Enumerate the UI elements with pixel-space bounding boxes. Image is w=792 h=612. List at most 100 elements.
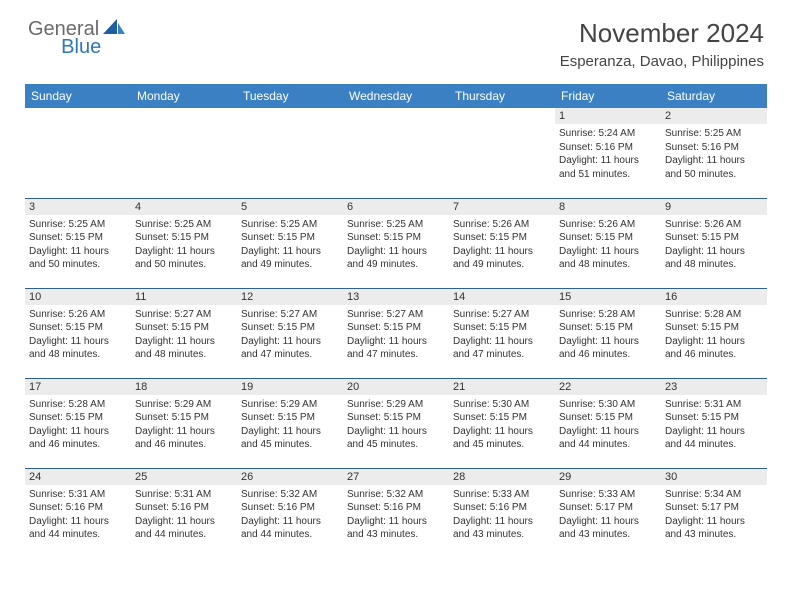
calendar-day-cell: 1Sunrise: 5:24 AMSunset: 5:16 PMDaylight…: [555, 108, 661, 198]
sunrise-line: Sunrise: 5:25 AM: [241, 218, 339, 232]
sunset-line: Sunset: 5:17 PM: [559, 501, 657, 515]
sunrise-line: Sunrise: 5:30 AM: [453, 398, 551, 412]
sunrise-line: Sunrise: 5:31 AM: [135, 488, 233, 502]
calendar-day-cell: 6Sunrise: 5:25 AMSunset: 5:15 PMDaylight…: [343, 198, 449, 288]
sunset-line: Sunset: 5:15 PM: [559, 321, 657, 335]
day-number: 13: [343, 289, 449, 305]
calendar-day-cell: 29Sunrise: 5:33 AMSunset: 5:17 PMDayligh…: [555, 468, 661, 558]
day-details: Sunrise: 5:24 AMSunset: 5:16 PMDaylight:…: [555, 124, 661, 185]
sunrise-line: Sunrise: 5:28 AM: [29, 398, 127, 412]
day-details: Sunrise: 5:31 AMSunset: 5:15 PMDaylight:…: [661, 395, 767, 456]
calendar-week-row: 1Sunrise: 5:24 AMSunset: 5:16 PMDaylight…: [25, 108, 767, 198]
sunset-line: Sunset: 5:15 PM: [29, 321, 127, 335]
sunset-line: Sunset: 5:15 PM: [453, 321, 551, 335]
sunrise-line: Sunrise: 5:25 AM: [347, 218, 445, 232]
location-text: Esperanza, Davao, Philippines: [560, 53, 764, 70]
calendar-day-cell: 25Sunrise: 5:31 AMSunset: 5:16 PMDayligh…: [131, 468, 237, 558]
day-details: Sunrise: 5:31 AMSunset: 5:16 PMDaylight:…: [131, 485, 237, 546]
sunrise-line: Sunrise: 5:25 AM: [29, 218, 127, 232]
sunrise-line: Sunrise: 5:29 AM: [347, 398, 445, 412]
sunset-line: Sunset: 5:15 PM: [665, 411, 763, 425]
sunrise-line: Sunrise: 5:24 AM: [559, 127, 657, 141]
calendar-day-cell: 30Sunrise: 5:34 AMSunset: 5:17 PMDayligh…: [661, 468, 767, 558]
day-details: Sunrise: 5:27 AMSunset: 5:15 PMDaylight:…: [449, 305, 555, 366]
calendar-day-cell: 7Sunrise: 5:26 AMSunset: 5:15 PMDaylight…: [449, 198, 555, 288]
calendar-table: SundayMondayTuesdayWednesdayThursdayFrid…: [25, 84, 767, 558]
daylight-line: Daylight: 11 hours and 44 minutes.: [559, 425, 657, 452]
day-number: 23: [661, 379, 767, 395]
day-number: 3: [25, 199, 131, 215]
calendar-day-cell: 8Sunrise: 5:26 AMSunset: 5:15 PMDaylight…: [555, 198, 661, 288]
sunset-line: Sunset: 5:15 PM: [559, 231, 657, 245]
day-details: Sunrise: 5:30 AMSunset: 5:15 PMDaylight:…: [449, 395, 555, 456]
day-number: 5: [237, 199, 343, 215]
day-number: 21: [449, 379, 555, 395]
sunset-line: Sunset: 5:15 PM: [135, 411, 233, 425]
day-details: Sunrise: 5:25 AMSunset: 5:16 PMDaylight:…: [661, 124, 767, 185]
calendar-day-cell: 27Sunrise: 5:32 AMSunset: 5:16 PMDayligh…: [343, 468, 449, 558]
calendar-day-cell: 28Sunrise: 5:33 AMSunset: 5:16 PMDayligh…: [449, 468, 555, 558]
daylight-line: Daylight: 11 hours and 46 minutes.: [665, 335, 763, 362]
daylight-line: Daylight: 11 hours and 48 minutes.: [135, 335, 233, 362]
sunrise-line: Sunrise: 5:32 AM: [241, 488, 339, 502]
day-details: Sunrise: 5:25 AMSunset: 5:15 PMDaylight:…: [343, 215, 449, 276]
daylight-line: Daylight: 11 hours and 45 minutes.: [347, 425, 445, 452]
calendar-day-cell: 4Sunrise: 5:25 AMSunset: 5:15 PMDaylight…: [131, 198, 237, 288]
sunset-line: Sunset: 5:15 PM: [453, 411, 551, 425]
daylight-line: Daylight: 11 hours and 43 minutes.: [559, 515, 657, 542]
day-number: 27: [343, 469, 449, 485]
daylight-line: Daylight: 11 hours and 51 minutes.: [559, 154, 657, 181]
weekday-header: Monday: [131, 84, 237, 108]
daylight-line: Daylight: 11 hours and 45 minutes.: [241, 425, 339, 452]
sunrise-line: Sunrise: 5:34 AM: [665, 488, 763, 502]
daylight-line: Daylight: 11 hours and 49 minutes.: [347, 245, 445, 272]
calendar-day-cell: 3Sunrise: 5:25 AMSunset: 5:15 PMDaylight…: [25, 198, 131, 288]
sunrise-line: Sunrise: 5:27 AM: [453, 308, 551, 322]
sunset-line: Sunset: 5:16 PM: [135, 501, 233, 515]
calendar-day-cell: 2Sunrise: 5:25 AMSunset: 5:16 PMDaylight…: [661, 108, 767, 198]
calendar-day-cell: [131, 108, 237, 198]
weekday-header: Saturday: [661, 84, 767, 108]
daylight-line: Daylight: 11 hours and 47 minutes.: [347, 335, 445, 362]
sunrise-line: Sunrise: 5:31 AM: [29, 488, 127, 502]
day-details: Sunrise: 5:33 AMSunset: 5:17 PMDaylight:…: [555, 485, 661, 546]
daylight-line: Daylight: 11 hours and 43 minutes.: [453, 515, 551, 542]
sunset-line: Sunset: 5:15 PM: [347, 231, 445, 245]
day-details: Sunrise: 5:26 AMSunset: 5:15 PMDaylight:…: [555, 215, 661, 276]
sunset-line: Sunset: 5:16 PM: [665, 141, 763, 155]
day-number: 24: [25, 469, 131, 485]
day-number: 1: [555, 108, 661, 124]
sunrise-line: Sunrise: 5:27 AM: [347, 308, 445, 322]
weekday-header-row: SundayMondayTuesdayWednesdayThursdayFrid…: [25, 84, 767, 108]
sunrise-line: Sunrise: 5:29 AM: [135, 398, 233, 412]
day-details: Sunrise: 5:30 AMSunset: 5:15 PMDaylight:…: [555, 395, 661, 456]
weekday-header: Wednesday: [343, 84, 449, 108]
daylight-line: Daylight: 11 hours and 46 minutes.: [559, 335, 657, 362]
daylight-line: Daylight: 11 hours and 49 minutes.: [453, 245, 551, 272]
logo-text-blue: Blue: [61, 36, 101, 59]
day-details: Sunrise: 5:31 AMSunset: 5:16 PMDaylight:…: [25, 485, 131, 546]
daylight-line: Daylight: 11 hours and 47 minutes.: [453, 335, 551, 362]
sunset-line: Sunset: 5:15 PM: [29, 231, 127, 245]
day-details: Sunrise: 5:28 AMSunset: 5:15 PMDaylight:…: [25, 395, 131, 456]
day-number: 20: [343, 379, 449, 395]
sunset-line: Sunset: 5:15 PM: [347, 321, 445, 335]
day-number: 17: [25, 379, 131, 395]
sunrise-line: Sunrise: 5:33 AM: [453, 488, 551, 502]
sunset-line: Sunset: 5:16 PM: [453, 501, 551, 515]
calendar-week-row: 17Sunrise: 5:28 AMSunset: 5:15 PMDayligh…: [25, 378, 767, 468]
day-number: 25: [131, 469, 237, 485]
calendar-day-cell: 9Sunrise: 5:26 AMSunset: 5:15 PMDaylight…: [661, 198, 767, 288]
daylight-line: Daylight: 11 hours and 50 minutes.: [665, 154, 763, 181]
day-details: Sunrise: 5:26 AMSunset: 5:15 PMDaylight:…: [661, 215, 767, 276]
sunset-line: Sunset: 5:15 PM: [347, 411, 445, 425]
day-details: Sunrise: 5:27 AMSunset: 5:15 PMDaylight:…: [131, 305, 237, 366]
calendar-day-cell: 21Sunrise: 5:30 AMSunset: 5:15 PMDayligh…: [449, 378, 555, 468]
sunrise-line: Sunrise: 5:26 AM: [29, 308, 127, 322]
weekday-header: Thursday: [449, 84, 555, 108]
day-number: 7: [449, 199, 555, 215]
daylight-line: Daylight: 11 hours and 46 minutes.: [135, 425, 233, 452]
calendar-day-cell: 24Sunrise: 5:31 AMSunset: 5:16 PMDayligh…: [25, 468, 131, 558]
sunrise-line: Sunrise: 5:25 AM: [135, 218, 233, 232]
calendar-day-cell: 12Sunrise: 5:27 AMSunset: 5:15 PMDayligh…: [237, 288, 343, 378]
